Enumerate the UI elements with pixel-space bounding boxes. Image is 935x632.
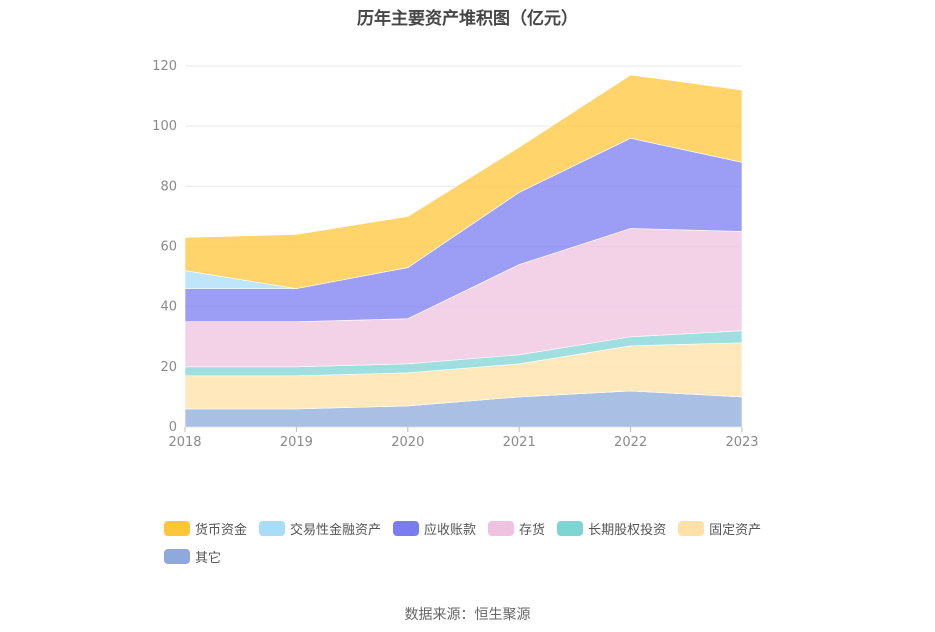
x-tick-label: 2021 — [503, 435, 536, 450]
y-tick-label: 100 — [152, 119, 177, 134]
x-tick-label: 2023 — [725, 435, 758, 450]
legend-item[interactable]: 固定资产 — [678, 519, 762, 538]
legend-item[interactable]: 货币资金 — [164, 519, 248, 538]
legend-swatch — [557, 520, 584, 536]
legend-item[interactable]: 存货 — [488, 519, 546, 538]
x-tick-label: 2018 — [168, 435, 201, 450]
legend-swatch — [488, 520, 515, 536]
y-tick-label: 0 — [169, 420, 177, 435]
chart-area: 0 20 40 60 80 100 120 2018 2019 2020 2021 2022 2023 — [152, 59, 758, 450]
legend-swatch — [259, 520, 286, 536]
legend-item[interactable]: 其它 — [164, 547, 222, 566]
legend-label: 交易性金融资产 — [290, 522, 382, 538]
legend-swatch — [164, 548, 190, 564]
legend-label: 应收账款 — [424, 522, 477, 538]
legend-label: 其它 — [195, 550, 222, 566]
chart-title: 历年主要资产堆积图（亿元） — [357, 9, 578, 29]
legend-swatch — [678, 520, 705, 536]
legend-item[interactable]: 交易性金融资产 — [259, 519, 382, 538]
y-tick-label: 120 — [152, 59, 177, 74]
legend-label: 长期股权投资 — [588, 522, 667, 538]
legend-swatch — [164, 520, 190, 536]
x-tick-label: 2022 — [614, 435, 647, 450]
y-tick-label: 20 — [160, 360, 177, 375]
legend-item[interactable]: 长期股权投资 — [557, 519, 667, 538]
y-tick-label: 60 — [160, 240, 177, 255]
legend-label: 货币资金 — [195, 522, 248, 538]
legend-label: 存货 — [519, 522, 546, 538]
legend-label: 固定资产 — [709, 522, 762, 538]
data-source: 数据来源：恒生聚源 — [404, 607, 531, 623]
y-tick-label: 80 — [160, 179, 177, 194]
x-tick-label: 2019 — [280, 435, 313, 450]
legend-swatch — [393, 520, 420, 536]
legend-item[interactable]: 应收账款 — [393, 519, 477, 538]
y-tick-label: 40 — [160, 300, 177, 315]
area-series-6[interactable] — [184, 74, 743, 289]
legend: 货币资金 交易性金融资产 应收账款 存货 长期股权投资 固定资产其它 — [164, 519, 804, 575]
x-tick-label: 2020 — [391, 435, 424, 450]
